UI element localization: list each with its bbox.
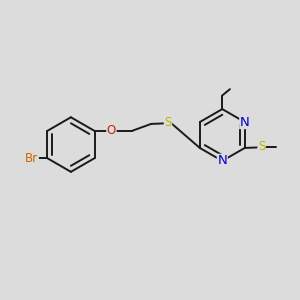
Text: S: S [164, 116, 172, 129]
Text: N: N [218, 154, 227, 167]
Text: Br: Br [25, 152, 38, 165]
Text: O: O [107, 124, 116, 137]
Text: N: N [240, 116, 250, 128]
Text: S: S [258, 140, 265, 153]
